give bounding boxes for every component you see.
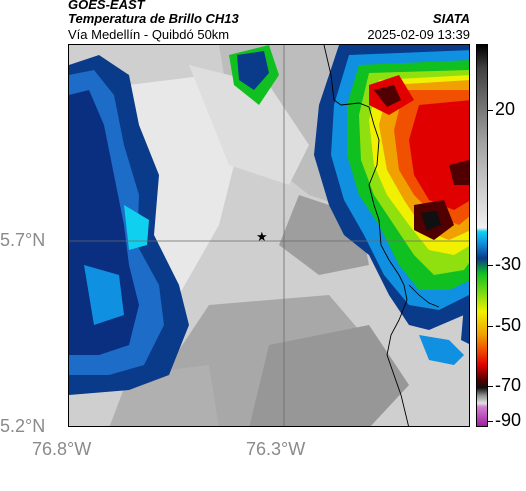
colorbar-tick (488, 265, 493, 266)
colorbar-tick-label: -30 (495, 254, 522, 274)
colorbar-gradient (477, 45, 487, 426)
colorbar-tick-label: -50 (495, 315, 522, 335)
colorbar-tick (488, 421, 493, 422)
satellite-map[interactable]: ★ (68, 44, 470, 427)
org-label: SIATA (432, 11, 470, 26)
colorbar-tick (488, 386, 493, 387)
colorbar-tick-label: -70 (495, 375, 522, 395)
colorbar (476, 44, 488, 427)
location-marker-star[interactable]: ★ (256, 229, 268, 244)
satellite-title: GOES-EAST (68, 0, 145, 12)
product-title: Temperatura de Brillo CH13 (68, 11, 239, 26)
colorbar-tick (488, 326, 493, 327)
y-tick-label: 5.2°N (0, 416, 46, 436)
colorbar-tick (488, 110, 493, 111)
x-tick-label: 76.8°W (32, 439, 92, 459)
colorbar-tick-label: 20 (495, 99, 516, 119)
brightness-temperature-field (69, 45, 469, 426)
y-tick-label: 5.7°N (0, 230, 46, 250)
x-tick-label: 76.3°W (246, 439, 306, 459)
route-subtitle: Vía Medellín - Quibdó 50km (68, 27, 230, 42)
colorbar-tick-label: -90 (495, 410, 522, 430)
datetime-label: 2025-02-09 13:39 (367, 27, 470, 42)
